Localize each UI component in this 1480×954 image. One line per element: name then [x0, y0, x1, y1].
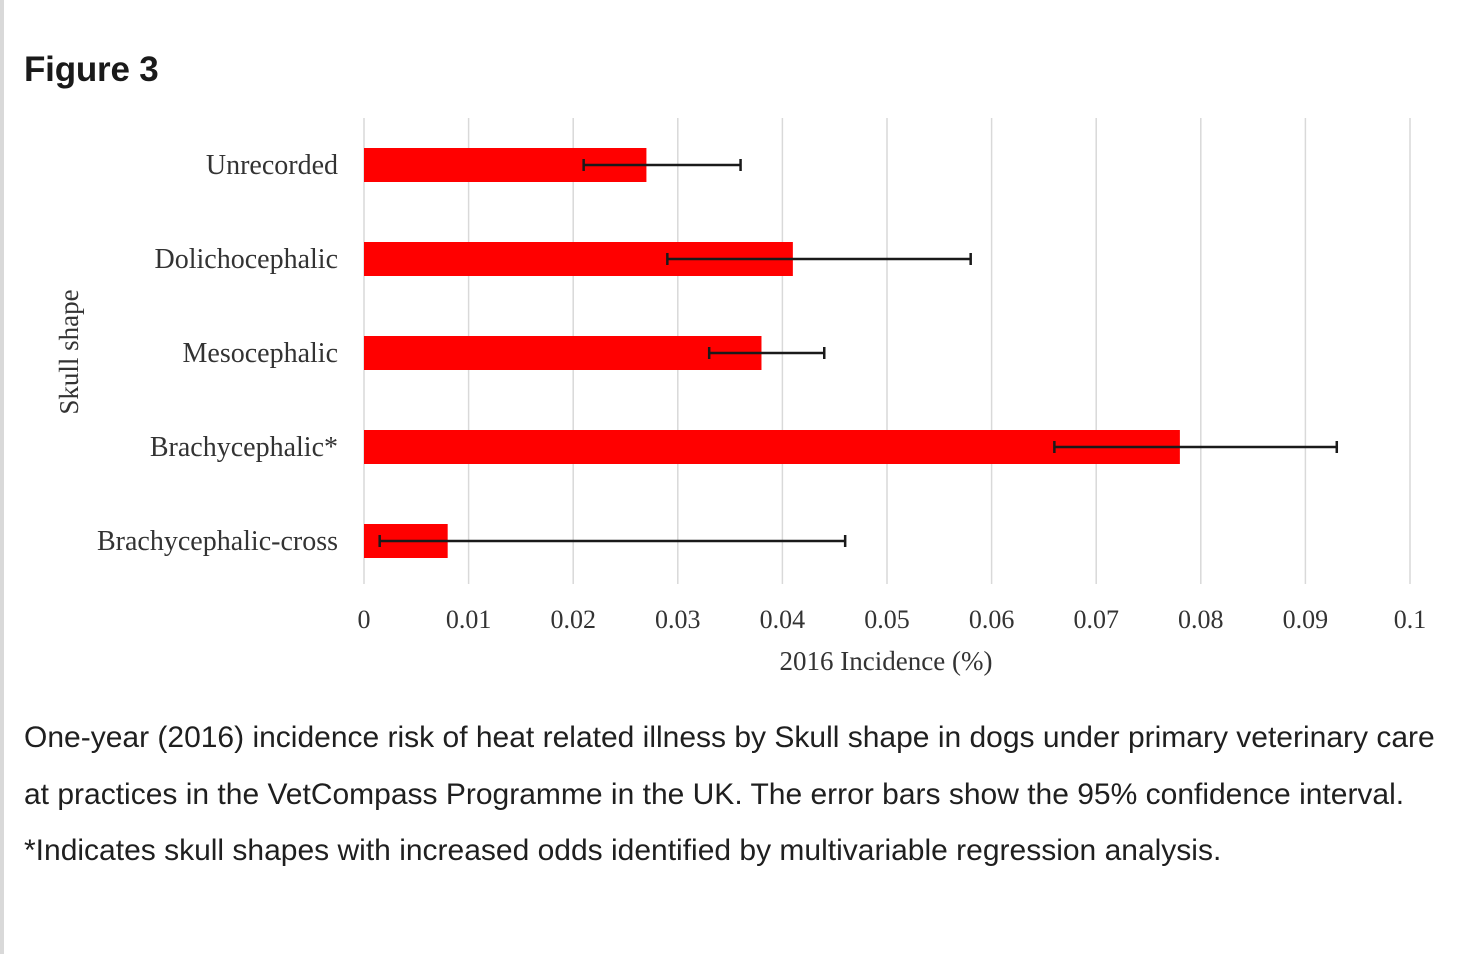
- x-tick-label: 0.06: [969, 605, 1015, 634]
- category-labels: Unrecorded Dolichocephalic Mesocephalic Bra…: [97, 150, 338, 557]
- left-border-rule: [0, 0, 4, 954]
- x-tick-label: 0.02: [550, 605, 596, 634]
- x-tick-labels: 0 0.01 0.02 0.03 0.04 0.05 0.06 0.07 0.08 0.09 0.1: [358, 605, 1427, 634]
- x-tick-label: 0.05: [864, 605, 910, 634]
- figure-title: Figure 3: [24, 50, 159, 89]
- grid-lines: [363, 118, 1411, 584]
- bar: [364, 336, 762, 370]
- x-tick-label: 0.04: [760, 605, 806, 634]
- x-tick-label: 0.1: [1394, 605, 1427, 634]
- error-bars: [378, 159, 1339, 547]
- category-label: Brachycephalic-cross: [97, 526, 338, 557]
- category-label: Brachycephalic*: [150, 432, 338, 463]
- x-tick-label: 0.07: [1073, 605, 1119, 634]
- x-tick-label: 0.09: [1283, 605, 1329, 634]
- x-tick-label: 0.01: [446, 605, 492, 634]
- category-label: Unrecorded: [206, 150, 338, 181]
- x-tick-label: 0: [358, 605, 371, 634]
- x-tick-label: 0.03: [655, 605, 701, 634]
- category-label: Mesocephalic: [183, 338, 339, 369]
- x-tick-label: 0.08: [1178, 605, 1224, 634]
- bar: [364, 430, 1180, 464]
- y-axis-label: Skull shape: [54, 289, 84, 414]
- category-label: Dolichocephalic: [155, 244, 338, 275]
- x-axis-label: 2016 Incidence (%): [780, 646, 993, 676]
- bar-chart: Unrecorded Dolichocephalic Mesocephalic Bra…: [54, 118, 1427, 676]
- figure-caption: One-year (2016) incidence risk of heat r…: [24, 721, 1435, 867]
